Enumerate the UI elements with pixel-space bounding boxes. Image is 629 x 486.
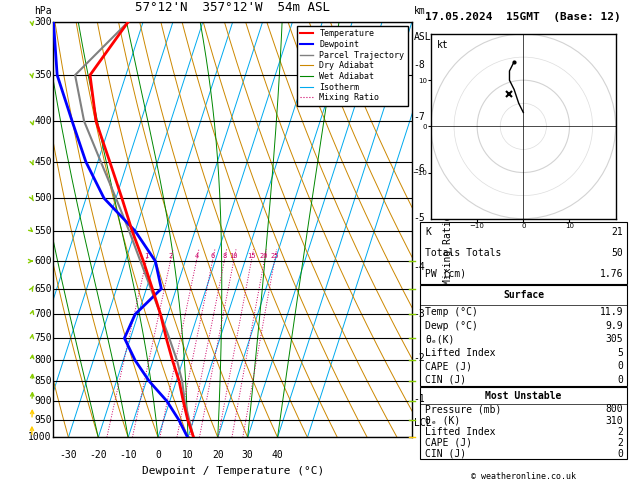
Text: 20: 20	[212, 450, 224, 460]
Text: 300: 300	[34, 17, 52, 27]
Text: -4: -4	[414, 262, 426, 272]
Text: ASL: ASL	[414, 32, 431, 42]
Text: 900: 900	[34, 396, 52, 406]
Text: -8: -8	[414, 60, 426, 70]
Text: Lifted Index: Lifted Index	[425, 347, 496, 358]
Text: 8: 8	[222, 253, 226, 259]
Text: 57°12'N  357°12'W  54m ASL: 57°12'N 357°12'W 54m ASL	[135, 0, 330, 14]
Text: -20: -20	[89, 450, 107, 460]
Text: 30: 30	[242, 450, 253, 460]
Text: -2: -2	[414, 353, 426, 363]
Text: K: K	[425, 227, 431, 238]
Text: kt: kt	[437, 39, 448, 50]
Text: 950: 950	[34, 415, 52, 425]
Text: Mixing Ratio (g/kg): Mixing Ratio (g/kg)	[443, 174, 453, 285]
Text: 11.9: 11.9	[600, 307, 623, 317]
Text: CIN (J): CIN (J)	[425, 375, 466, 384]
Text: PW (cm): PW (cm)	[425, 269, 466, 279]
Text: 305: 305	[606, 334, 623, 344]
Text: -30: -30	[60, 450, 77, 460]
Text: 1.76: 1.76	[600, 269, 623, 279]
Text: 600: 600	[34, 256, 52, 266]
Text: 800: 800	[606, 404, 623, 415]
Text: 450: 450	[34, 157, 52, 167]
Text: 20: 20	[260, 253, 269, 259]
Text: 0: 0	[155, 450, 161, 460]
Text: 2: 2	[618, 438, 623, 448]
Text: 400: 400	[34, 116, 52, 126]
Text: -3: -3	[414, 309, 426, 319]
Text: 6: 6	[210, 253, 214, 259]
Legend: Temperature, Dewpoint, Parcel Trajectory, Dry Adiabat, Wet Adiabat, Isotherm, Mi: Temperature, Dewpoint, Parcel Trajectory…	[297, 26, 408, 105]
Text: 25: 25	[270, 253, 279, 259]
Text: Lifted Index: Lifted Index	[425, 427, 496, 436]
Text: 10: 10	[230, 253, 238, 259]
Text: CAPE (J): CAPE (J)	[425, 438, 472, 448]
Text: 1: 1	[144, 253, 148, 259]
Text: 15: 15	[247, 253, 255, 259]
Text: 800: 800	[34, 355, 52, 365]
Text: Dewpoint / Temperature (°C): Dewpoint / Temperature (°C)	[142, 467, 324, 476]
Text: 10: 10	[182, 450, 194, 460]
Text: -1: -1	[414, 394, 426, 404]
Text: 310: 310	[606, 416, 623, 426]
Text: Surface: Surface	[503, 291, 544, 300]
Text: Most Unstable: Most Unstable	[486, 391, 562, 400]
Text: Temp (°C): Temp (°C)	[425, 307, 478, 317]
Text: 2: 2	[169, 253, 172, 259]
Text: 40: 40	[272, 450, 284, 460]
Text: Pressure (mb): Pressure (mb)	[425, 404, 501, 415]
Text: 5: 5	[618, 347, 623, 358]
Text: 4: 4	[194, 253, 199, 259]
Text: -10: -10	[120, 450, 137, 460]
Text: -6: -6	[414, 164, 426, 174]
Text: 550: 550	[34, 226, 52, 236]
Text: θₑ (K): θₑ (K)	[425, 416, 460, 426]
Text: 700: 700	[34, 309, 52, 319]
Text: 650: 650	[34, 284, 52, 294]
Text: hPa: hPa	[34, 6, 52, 16]
Text: 850: 850	[34, 376, 52, 386]
Text: 17.05.2024  15GMT  (Base: 12): 17.05.2024 15GMT (Base: 12)	[425, 12, 621, 22]
Text: θₑ(K): θₑ(K)	[425, 334, 455, 344]
Text: 500: 500	[34, 193, 52, 203]
Text: © weatheronline.co.uk: © weatheronline.co.uk	[471, 472, 576, 481]
Text: Dewp (°C): Dewp (°C)	[425, 321, 478, 330]
Text: 2: 2	[618, 427, 623, 436]
Text: 0: 0	[618, 449, 623, 459]
Text: 350: 350	[34, 70, 52, 80]
Text: -7: -7	[414, 112, 426, 122]
Text: 21: 21	[611, 227, 623, 238]
Text: 9.9: 9.9	[606, 321, 623, 330]
Text: Totals Totals: Totals Totals	[425, 248, 501, 258]
Text: 50: 50	[611, 248, 623, 258]
Text: CIN (J): CIN (J)	[425, 449, 466, 459]
Text: LCL: LCL	[414, 418, 431, 428]
Text: 0: 0	[618, 375, 623, 384]
Text: CAPE (J): CAPE (J)	[425, 361, 472, 371]
Text: 1000: 1000	[28, 433, 52, 442]
Text: 750: 750	[34, 333, 52, 343]
Text: km: km	[414, 6, 426, 16]
Text: -5: -5	[414, 213, 426, 223]
Text: 0: 0	[618, 361, 623, 371]
